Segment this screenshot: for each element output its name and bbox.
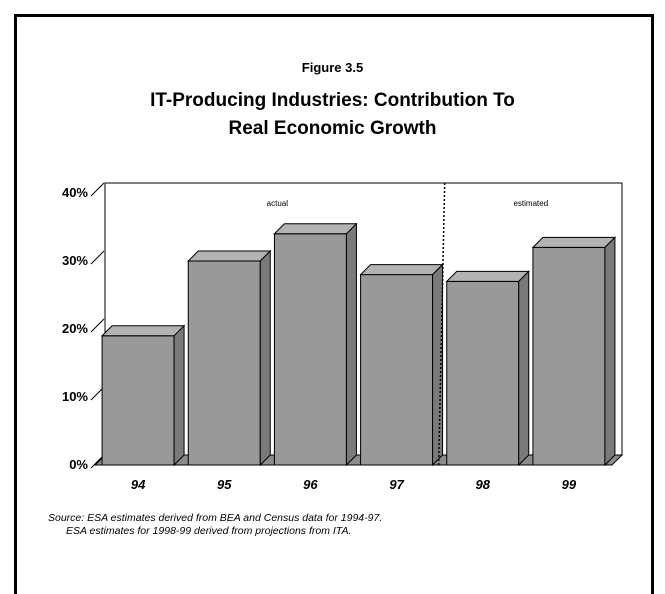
- source-note: Source: ESA estimates derived from BEA a…: [48, 512, 568, 538]
- bar-top: [100, 325, 186, 337]
- y-tick: [90, 182, 105, 197]
- x-tick-label: 99: [562, 477, 577, 492]
- y-tick: [90, 250, 105, 265]
- bar-side: [173, 324, 185, 467]
- bar-98: [445, 270, 530, 467]
- y-axis: 0% 10% 20% 30% 40%: [62, 182, 106, 472]
- bar-99: [531, 236, 617, 467]
- y-tick-label: 0%: [69, 457, 88, 472]
- bar-front: [532, 246, 606, 466]
- bar-side: [345, 222, 357, 467]
- y-tick-label: 20%: [62, 321, 88, 336]
- bar-95: [187, 249, 272, 467]
- region-label-estimated: estimated: [513, 199, 548, 208]
- x-tick-label: 95: [217, 477, 232, 492]
- bar-97: [359, 263, 444, 467]
- y-tick-label: 10%: [62, 389, 88, 404]
- bar-front: [101, 335, 175, 466]
- bars-group: [100, 222, 617, 467]
- x-tick-label: 94: [131, 477, 146, 492]
- x-tick-label: 97: [389, 477, 404, 492]
- bar-front: [273, 233, 347, 466]
- bar-front: [187, 260, 261, 466]
- bar-chart: 0% 10% 20% 30% 40% 94 95 96 97 98 99 actual estima…: [62, 182, 624, 492]
- y-tick-label: 40%: [62, 185, 88, 200]
- x-axis-labels: 94 95 96 97 98 99: [131, 477, 577, 492]
- y-tick-label: 30%: [62, 253, 88, 268]
- bar-front: [446, 280, 520, 466]
- bar-top: [187, 250, 272, 262]
- bar-side: [432, 263, 444, 467]
- bar-top: [359, 264, 444, 276]
- bar-side: [259, 249, 271, 467]
- figure-label: Figure 3.5: [301, 60, 364, 75]
- bar-96: [273, 222, 358, 467]
- bar-top: [273, 223, 358, 235]
- bar-side: [604, 236, 616, 467]
- source-line-2: ESA estimates for 1998-99 derived from p…: [66, 525, 352, 537]
- x-tick-label: 96: [303, 477, 318, 492]
- figure-frame: [14, 14, 654, 594]
- bar-94: [100, 324, 186, 467]
- bar-top: [445, 270, 530, 282]
- chart-title-line-2: Real Economic Growth: [228, 118, 437, 139]
- y-tick: [90, 318, 105, 333]
- chart-title-line-1: IT-Producing Industries: Contribution To: [150, 90, 515, 111]
- bar-front: [360, 274, 434, 466]
- x-tick-label: 98: [476, 477, 491, 492]
- actual-estimated-divider: [437, 182, 446, 466]
- region-annotations: actual estimated: [267, 182, 548, 466]
- region-label-actual: actual: [267, 199, 289, 208]
- source-line-1: Source: ESA estimates derived from BEA a…: [48, 512, 383, 524]
- bar-top: [531, 236, 617, 248]
- bar-side: [518, 270, 530, 467]
